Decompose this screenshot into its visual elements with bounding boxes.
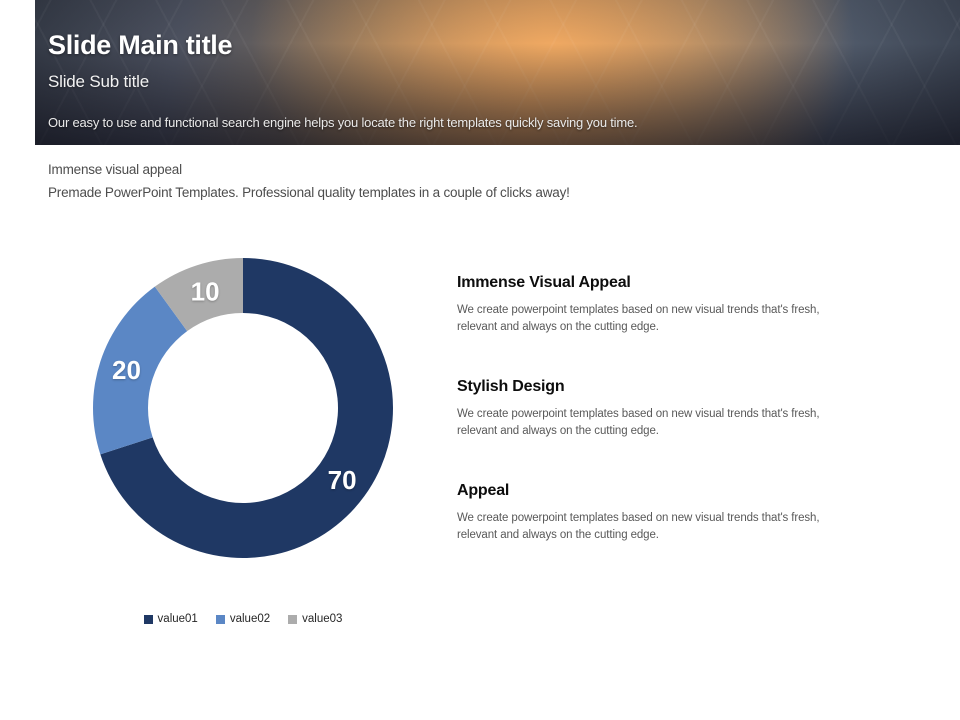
donut-segment-value02 xyxy=(92,286,188,455)
intro-line-1: Immense visual appeal xyxy=(48,162,182,177)
donut-chart: 70 20 10 xyxy=(83,248,403,568)
feature-list: Immense Visual Appeal We create powerpoi… xyxy=(457,274,835,586)
intro-line-2: Premade PowerPoint Templates. Profession… xyxy=(48,185,570,200)
feature-title: Appeal xyxy=(457,482,510,499)
legend-swatch xyxy=(143,614,153,624)
feature-block: Stylish Design We create powerpoint temp… xyxy=(457,378,835,440)
legend-label: value01 xyxy=(157,613,198,625)
legend-label: value02 xyxy=(229,613,271,625)
feature-body: We create powerpoint templates based on … xyxy=(457,408,820,437)
slide-tagline: Our easy to use and functional search en… xyxy=(48,115,638,130)
feature-title: Immense Visual Appeal xyxy=(457,274,631,291)
slide-main-title: Slide Main title xyxy=(48,30,233,60)
legend-item: value03 xyxy=(288,613,342,625)
feature-block: Appeal We create powerpoint templates ba… xyxy=(457,482,835,544)
feature-body: We create powerpoint templates based on … xyxy=(457,512,820,541)
feature-body: We create powerpoint templates based on … xyxy=(457,304,820,333)
donut-segment-value03 xyxy=(154,258,243,332)
donut-chart-svg: 70 20 10 xyxy=(92,258,393,558)
feature-title: Stylish Design xyxy=(457,378,565,395)
legend-item: value01 xyxy=(143,613,198,625)
donut-data-label: 70 xyxy=(328,465,357,495)
slide-header-banner: Slide Main title Slide Sub title Our eas… xyxy=(35,0,960,145)
legend-item: value02 xyxy=(215,613,271,625)
legend-swatch xyxy=(288,614,298,624)
feature-block: Immense Visual Appeal We create powerpoi… xyxy=(457,274,835,336)
legend-swatch xyxy=(215,614,225,624)
legend-label: value03 xyxy=(302,613,343,625)
donut-segment-value01 xyxy=(100,258,393,558)
chart-legend: value01 value02 value03 xyxy=(83,613,403,625)
donut-data-label: 20 xyxy=(112,355,141,385)
donut-data-label: 10 xyxy=(191,277,220,307)
slide-sub-title: Slide Sub title xyxy=(48,72,149,91)
